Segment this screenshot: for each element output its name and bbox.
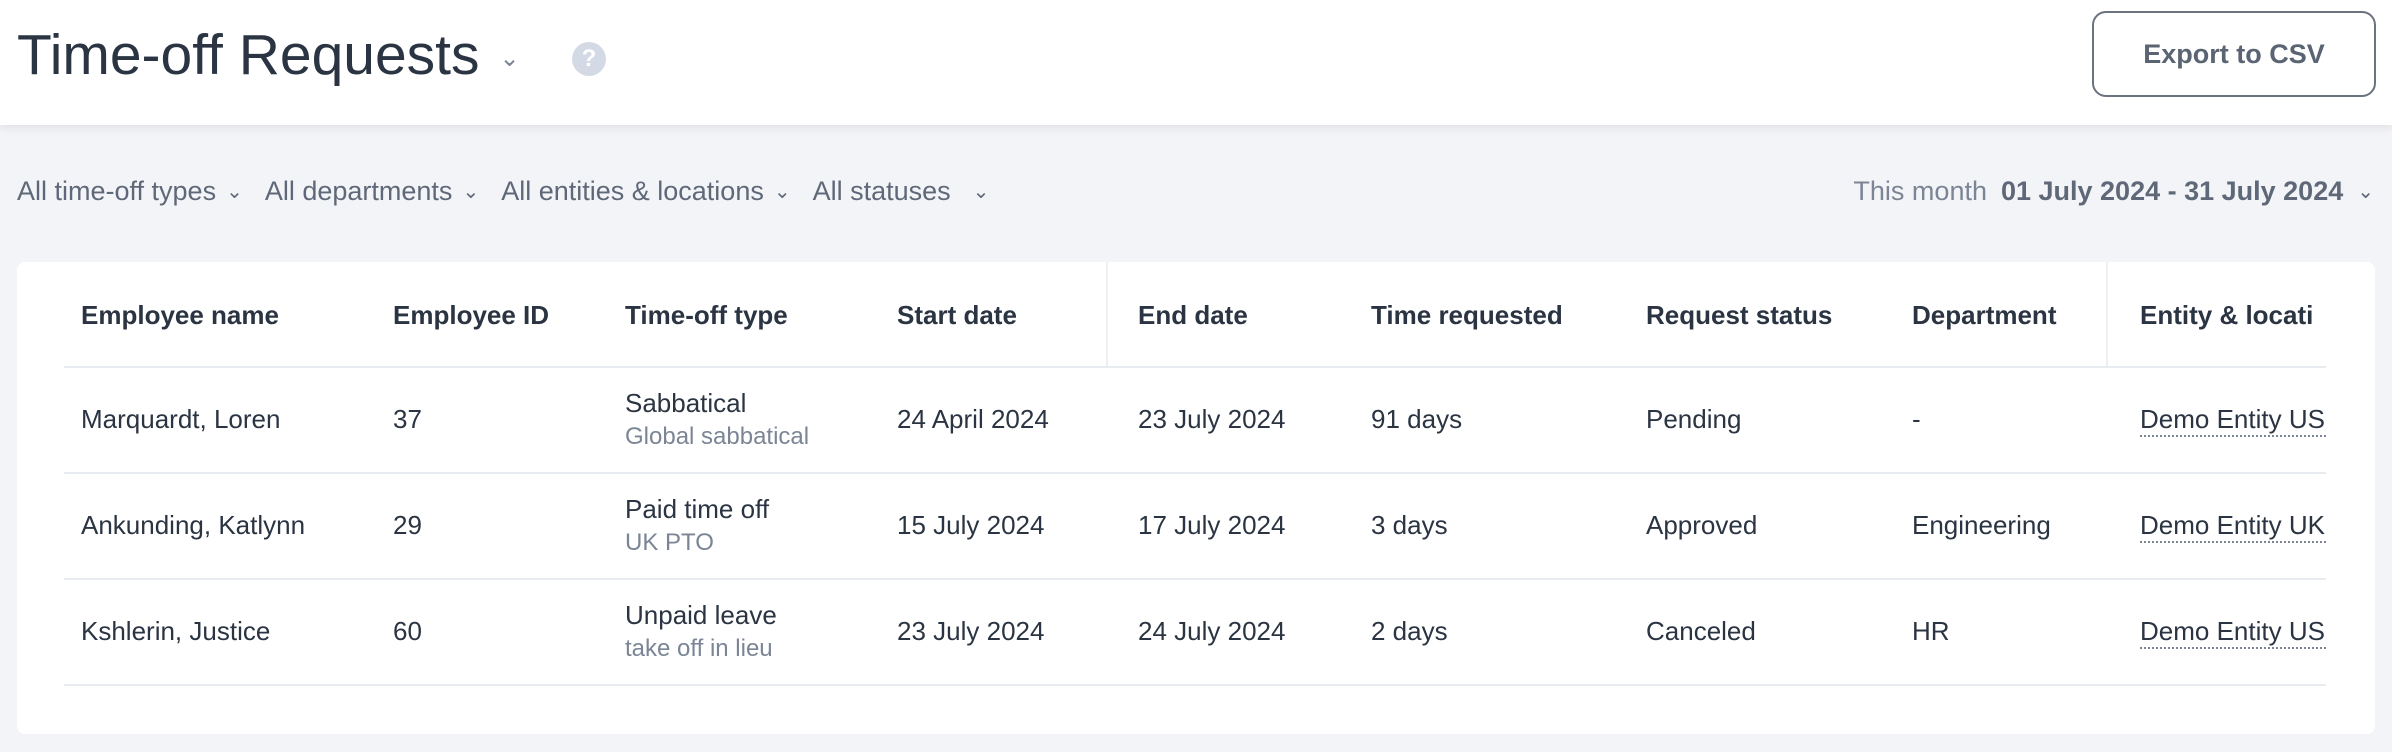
chevron-down-icon: ⌄	[972, 181, 990, 203]
chevron-down-icon: ⌄	[226, 181, 243, 203]
column-header-status[interactable]: Request status	[1646, 300, 1833, 330]
filter-label: All statuses	[812, 176, 951, 206]
date-range-label: This month	[1853, 176, 1987, 206]
cell-department: HR	[1912, 616, 1950, 646]
filter-label: All entities & locations	[501, 176, 764, 206]
cell-status: Pending	[1646, 404, 1742, 434]
filter-entities-locations[interactable]: All entities & locations ⌄	[501, 176, 790, 207]
entity-link-text[interactable]: Demo Entity UK	[2140, 510, 2326, 543]
export-csv-button[interactable]: Export to CSV	[2092, 11, 2376, 97]
time-off-policy: take off in lieu	[625, 635, 773, 662]
filter-statuses[interactable]: All statuses ⌄	[813, 176, 990, 207]
cell-department: Engineering	[1912, 510, 2051, 540]
time-off-type: Sabbatical	[625, 388, 747, 418]
entity-link[interactable]: Demo Entity UK	[2140, 510, 2326, 550]
page-title: Time-off Requests	[17, 23, 480, 87]
entity-link[interactable]: Demo Entity US	[2140, 616, 2326, 656]
column-header-end[interactable]: End date	[1138, 300, 1248, 330]
page-title-dropdown[interactable]: Time-off Requests ⌄	[17, 22, 520, 88]
cell-name: Marquardt, Loren	[81, 404, 281, 434]
cell-status: Canceled	[1646, 616, 1756, 646]
cell-end: 17 July 2024	[1138, 510, 1286, 540]
column-header-department[interactable]: Department	[1912, 300, 2057, 330]
column-header-id[interactable]: Employee ID	[393, 300, 550, 330]
cell-time-off-type: Unpaid leave take off in lieu	[625, 600, 777, 663]
cell-id: 37	[393, 404, 422, 434]
cell-name: Kshlerin, Justice	[81, 616, 271, 646]
chevron-down-icon: ⌄	[499, 44, 520, 72]
row-divider	[64, 578, 2326, 580]
table-row[interactable]: Marquardt, Loren 37 Sabbatical Global sabba…	[17, 368, 2375, 474]
date-range-value: 01 July 2024 - 31 July 2024	[2000, 176, 2344, 206]
cell-id: 60	[393, 616, 422, 646]
column-header-name[interactable]: Employee name	[81, 300, 279, 330]
time-off-policy: Global sabbatical	[625, 423, 810, 450]
row-divider	[64, 684, 2326, 686]
filter-bar: All time-off types ⌄ All departments ⌄ All…	[17, 176, 989, 207]
entity-link[interactable]: Demo Entity US	[2140, 404, 2326, 444]
filter-label: All time-off types	[17, 176, 217, 206]
cell-time-off-type: Sabbatical Global sabbatical	[625, 388, 809, 451]
chevron-down-icon: ⌄	[462, 181, 480, 203]
column-header-entity[interactable]: Entity & locati	[2140, 300, 2314, 330]
column-header-type[interactable]: Time-off type	[625, 300, 788, 330]
cell-time: 2 days	[1371, 616, 1448, 646]
filter-time-off-types[interactable]: All time-off types ⌄	[17, 176, 243, 207]
cell-start: 15 July 2024	[897, 510, 1045, 540]
table-row[interactable]: Ankunding, Katlynn 29 Paid time off UK PTO 1…	[17, 474, 2375, 580]
column-divider	[1106, 262, 1108, 367]
date-range-picker[interactable]: This month 01 July 2024 - 31 July 2024 ⌄	[1853, 176, 2374, 207]
cell-time-off-type: Paid time off UK PTO	[625, 494, 769, 557]
column-header-time[interactable]: Time requested	[1371, 300, 1563, 330]
time-off-type: Unpaid leave	[625, 600, 777, 630]
cell-time: 91 days	[1371, 404, 1463, 434]
filter-label: All departments	[264, 176, 453, 206]
entity-link-text[interactable]: Demo Entity US	[2140, 616, 2326, 649]
time-off-policy: UK PTO	[625, 529, 714, 556]
cell-department: -	[1912, 404, 1921, 434]
cell-end: 24 July 2024	[1138, 616, 1286, 646]
time-off-type: Paid time off	[625, 494, 770, 524]
column-header-start[interactable]: Start date	[897, 300, 1017, 330]
cell-time: 3 days	[1371, 510, 1448, 540]
column-divider	[2106, 262, 2108, 367]
cell-status: Approved	[1646, 510, 1758, 540]
cell-start: 23 July 2024	[897, 616, 1045, 646]
chevron-down-icon: ⌄	[773, 181, 791, 203]
header-divider	[64, 366, 2326, 368]
row-divider	[64, 472, 2326, 474]
table-row[interactable]: Kshlerin, Justice 60 Unpaid leave take off …	[17, 580, 2375, 686]
chevron-down-icon: ⌄	[2357, 181, 2374, 203]
cell-start: 24 April 2024	[897, 404, 1049, 434]
time-off-table: Employee name Employee ID Time-off type Sta…	[17, 262, 2375, 734]
cell-end: 23 July 2024	[1138, 404, 1286, 434]
filter-departments[interactable]: All departments ⌄	[265, 176, 479, 207]
cell-name: Ankunding, Katlynn	[81, 510, 306, 540]
entity-link-text[interactable]: Demo Entity US	[2140, 404, 2326, 437]
page-header: Time-off Requests ⌄ ? Export to CSV	[0, 0, 2392, 125]
cell-id: 29	[393, 510, 422, 540]
help-icon[interactable]: ?	[572, 42, 606, 76]
